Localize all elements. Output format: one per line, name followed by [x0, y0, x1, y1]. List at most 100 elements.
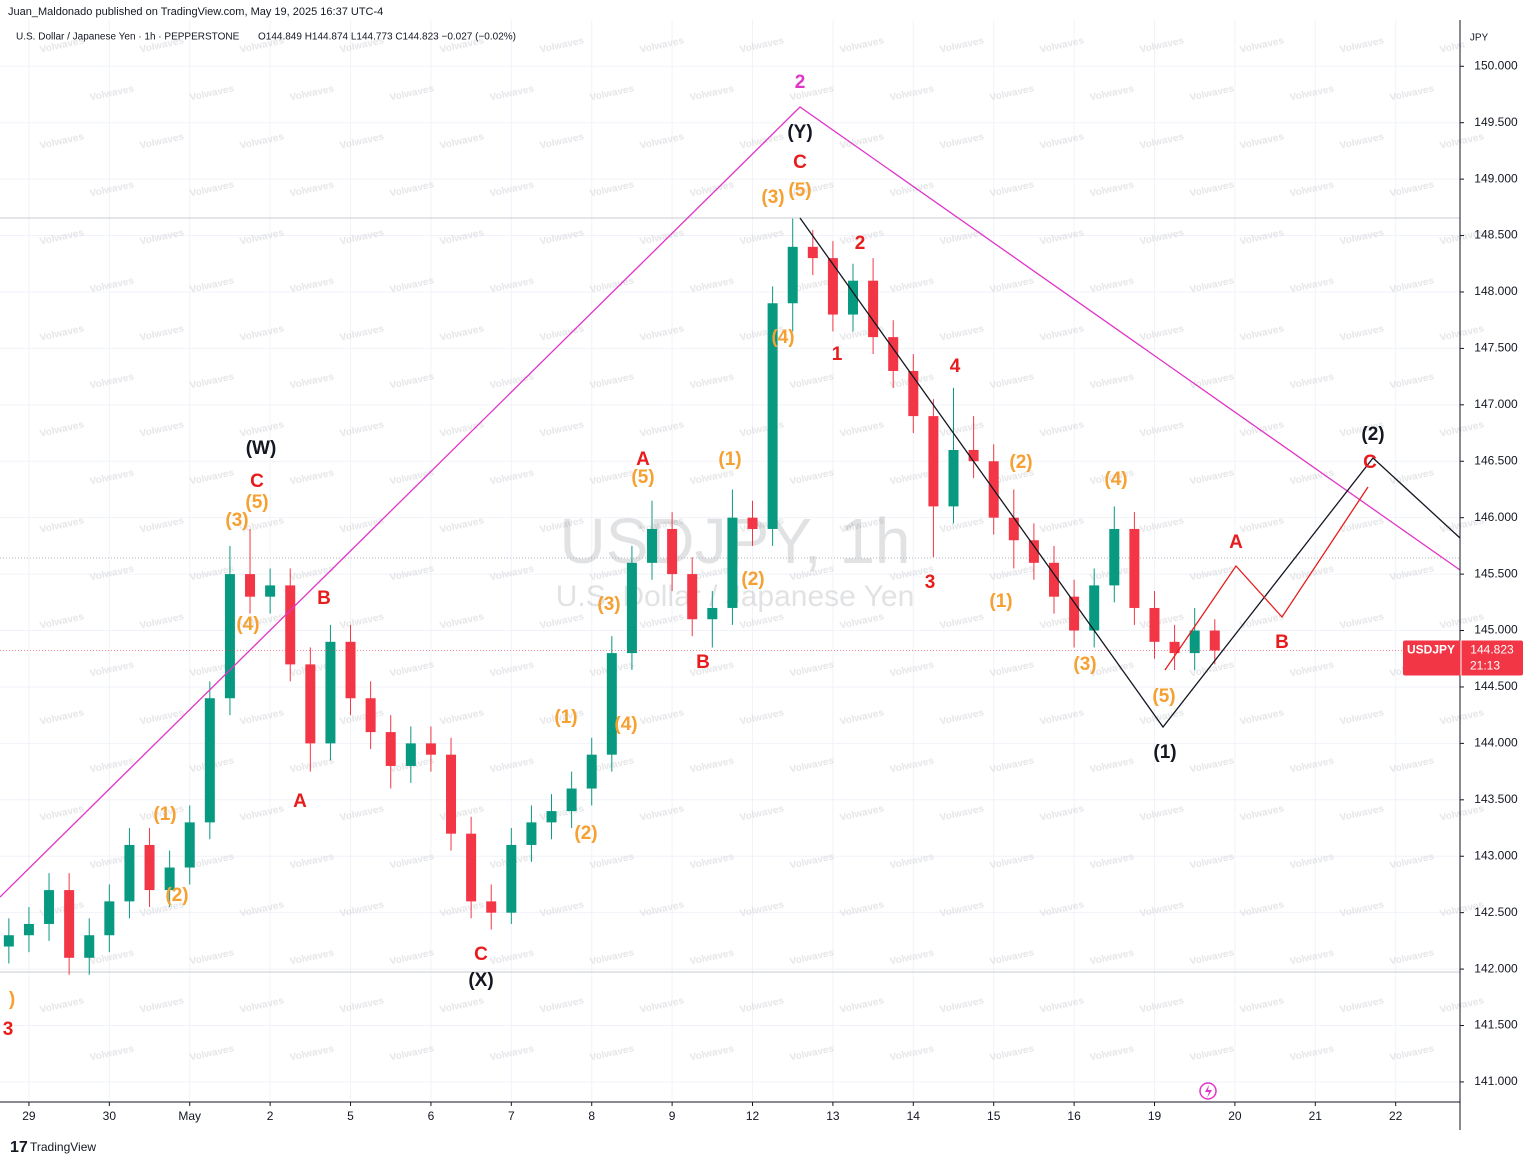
publisher: Juan_Maldonado published on TradingView.…	[8, 6, 383, 18]
price-tag	[1403, 640, 1523, 676]
candle-body	[23, 923, 34, 936]
candle-body	[1069, 596, 1080, 631]
wave-label: (2)	[574, 823, 597, 844]
candle-body	[1149, 607, 1160, 642]
projection-line	[799, 217, 1461, 729]
candle-body	[767, 303, 778, 529]
candle-body	[908, 370, 919, 417]
wave-label: (3)	[225, 510, 248, 531]
annotations: 2(Y)C(3) (5)2(4)143(2)(1)(4)(3)(5)(1)(2)C…	[3, 72, 1385, 1040]
candle-body	[64, 890, 75, 958]
wave-label: (2)	[1009, 452, 1032, 473]
wave-label: (W)	[246, 438, 277, 459]
wave-label: 4	[950, 356, 961, 377]
wave-label: (3)	[1073, 654, 1096, 675]
axes: 141.000 141.500 142.000 142.500 143.000 143.5…	[22, 58, 1518, 1123]
wave-label: B	[1275, 632, 1289, 653]
y-tick-label: 142.000	[1474, 961, 1518, 975]
candle-body	[245, 574, 256, 597]
candle-body	[1008, 517, 1019, 541]
trend-line	[0, 106, 1461, 898]
footer: TradingView	[30, 1140, 96, 1154]
wave-label: (1)	[1153, 742, 1176, 763]
x-tick-label: 29	[22, 1109, 36, 1123]
wave-label: A	[1229, 532, 1243, 553]
currency: JPY	[1470, 33, 1489, 44]
wave-label: (5)	[1152, 686, 1175, 707]
candle-body	[948, 449, 959, 507]
wave-label: (1)	[718, 449, 741, 470]
candle-body	[968, 449, 979, 462]
wave-label: (1)	[153, 804, 176, 825]
wave-label: (2)	[741, 569, 764, 590]
candle-body	[647, 528, 658, 563]
event-icon[interactable]	[1199, 1082, 1217, 1100]
candle-body	[144, 844, 155, 891]
candle-body	[1209, 630, 1220, 651]
wave-label: B	[317, 588, 331, 609]
x-tick-label: 8	[588, 1109, 595, 1123]
candle-body	[365, 698, 376, 733]
candle-body	[868, 280, 879, 338]
wave-label: (1)	[989, 591, 1012, 612]
x-tick-label: 6	[428, 1109, 435, 1123]
candle-body	[606, 653, 617, 755]
ohlc: O144.849 H144.874 L144.773 C144.823 −0.0…	[258, 32, 516, 43]
candle-body	[184, 822, 195, 868]
y-tick-label: 148.500	[1474, 228, 1518, 242]
candle-body	[1109, 528, 1120, 586]
y-tick-label: 142.500	[1474, 905, 1518, 919]
wave-label: )	[9, 989, 15, 1010]
x-tick-label: 30	[103, 1109, 117, 1123]
wave-label: A	[293, 791, 307, 812]
wave-label: 2	[795, 72, 806, 93]
candle-body	[546, 811, 557, 823]
symbol-line: U.S. Dollar / Japanese Yen · 1h · PEPPER…	[16, 32, 240, 43]
candle-body	[727, 517, 738, 608]
x-tick-label: 16	[1067, 1109, 1081, 1123]
x-tick-label: 21	[1309, 1109, 1323, 1123]
x-tick-label: 14	[907, 1109, 921, 1123]
candle-body	[687, 574, 698, 620]
currency-box[interactable]	[1464, 28, 1494, 48]
wave-label: (4)	[236, 614, 259, 635]
price-tag-symbol: USDJPY	[1407, 643, 1455, 657]
x-tick-label: 15	[987, 1109, 1001, 1123]
candle-body	[405, 743, 416, 766]
candles	[3, 218, 1220, 975]
wave-label: (2)	[165, 885, 188, 906]
candle-body	[1189, 630, 1200, 654]
wave-label: (4)	[1104, 469, 1127, 490]
wave-label: C	[1363, 452, 1377, 473]
y-tick-label: 141.500	[1474, 1018, 1518, 1032]
wave-label: B	[696, 652, 710, 673]
candle-body	[1089, 585, 1100, 631]
price-tag-value: 144.823	[1470, 643, 1514, 657]
wave-label: 3	[3, 1019, 14, 1040]
candle-body	[305, 664, 316, 744]
x-tick-label: 5	[347, 1109, 354, 1123]
x-tick-label: 9	[669, 1109, 676, 1123]
candle-body	[888, 337, 899, 371]
y-tick-label: 144.000	[1474, 736, 1518, 750]
x-tick-label: 7	[508, 1109, 515, 1123]
y-tick-label: 148.000	[1474, 284, 1518, 298]
wave-label: (4)	[614, 714, 637, 735]
wave-label: (2)	[1361, 424, 1384, 445]
wave-label: (1)	[554, 707, 577, 728]
candle-body	[928, 416, 939, 507]
x-tick-label: 20	[1228, 1109, 1242, 1123]
candle-body	[848, 280, 859, 315]
candle-body	[224, 574, 235, 699]
y-tick-label: 150.000	[1474, 58, 1518, 72]
candle-body	[1028, 540, 1039, 563]
candle-body	[566, 788, 577, 812]
candle-body	[3, 935, 14, 947]
projection-line	[1164, 486, 1369, 671]
y-tick-label: 149.500	[1474, 115, 1518, 129]
wave-label: C	[793, 152, 807, 173]
candle-body	[827, 258, 838, 315]
